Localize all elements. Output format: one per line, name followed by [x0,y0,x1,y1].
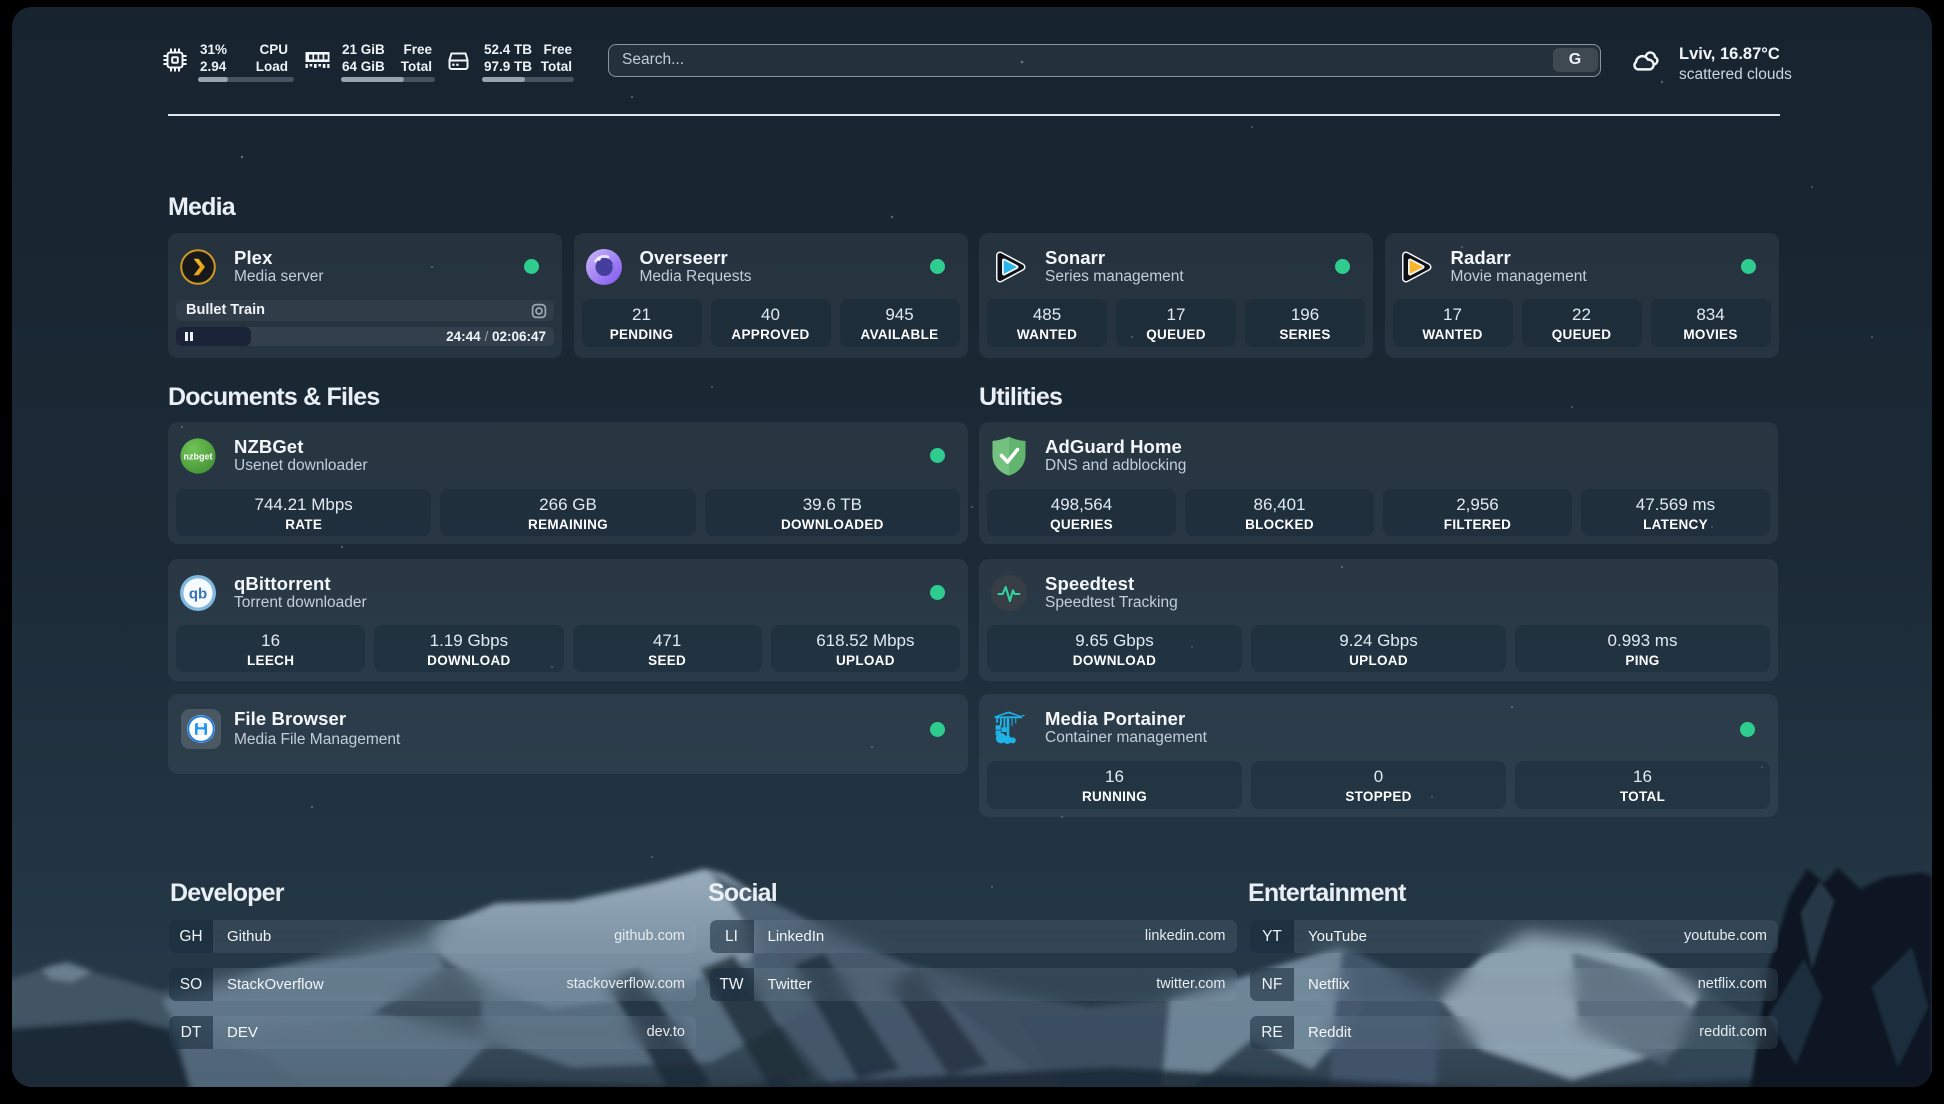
svg-text:qb: qb [189,586,207,603]
svg-text:nzbget: nzbget [184,452,213,462]
